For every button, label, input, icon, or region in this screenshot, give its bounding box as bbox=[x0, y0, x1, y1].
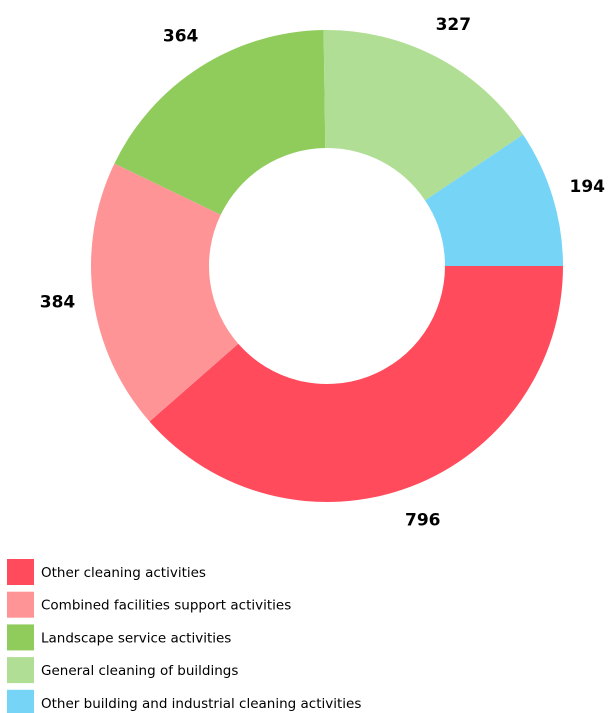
donut-segment bbox=[90, 163, 239, 422]
legend-label: Other cleaning activities bbox=[41, 565, 206, 581]
donut-segment bbox=[149, 266, 563, 503]
legend-label: General cleaning of buildings bbox=[41, 663, 238, 679]
legend-swatch bbox=[7, 559, 34, 585]
legend-swatch bbox=[7, 624, 34, 651]
data-label: 194 bbox=[569, 177, 605, 197]
donut-segment bbox=[114, 30, 326, 215]
legend-label: Combined facilities support activities bbox=[41, 598, 291, 614]
donut-segment bbox=[425, 134, 563, 266]
data-label: 364 bbox=[163, 27, 199, 47]
legend-swatch bbox=[7, 657, 34, 684]
data-label: 796 bbox=[405, 511, 441, 531]
legend-swatch bbox=[7, 591, 34, 618]
data-label: 327 bbox=[436, 15, 472, 35]
legend-label: Other building and industrial cleaning a… bbox=[41, 696, 361, 712]
legend-label: Landscape service activities bbox=[41, 630, 231, 646]
donut-segment bbox=[323, 30, 524, 201]
legend-swatch bbox=[7, 689, 34, 713]
data-label: 384 bbox=[40, 293, 76, 313]
